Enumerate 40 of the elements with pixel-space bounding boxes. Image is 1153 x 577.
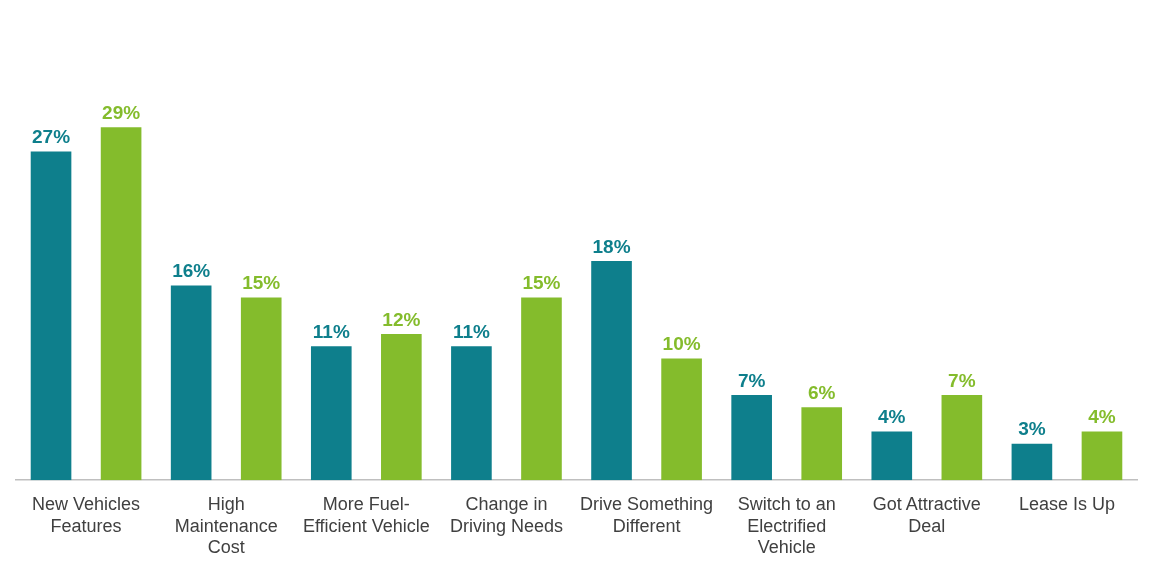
bar [170,285,212,481]
data-label: 16% [172,260,211,282]
data-label: 4% [1088,406,1116,428]
data-label: 3% [1018,418,1046,440]
data-label: 15% [522,272,561,294]
data-label: 4% [878,406,906,428]
bar [661,358,702,481]
data-label: 6% [807,381,836,403]
bar [100,127,142,481]
bar [30,151,72,481]
x-tick-label: Lease Is Up [1018,493,1115,514]
bar [310,346,352,481]
bar [451,346,492,481]
bar [521,297,562,481]
x-tick-label: New Vehicles Features [32,493,141,536]
x-tick-label: High Maintenance Cost [174,493,278,558]
data-label: 18% [592,235,631,257]
x-tick-label: Switch to an Electrified Vehicle [737,493,836,558]
bar [801,407,843,481]
data-label: 27% [32,126,71,148]
bar [1011,443,1053,481]
data-label: 11% [452,321,490,343]
data-label: 15% [242,272,281,294]
bar [941,394,983,481]
bar [871,431,913,481]
bar [381,334,422,481]
x-tick-label: More Fuel-Efficient Vehicle [302,493,430,536]
bar [240,297,282,481]
bar [591,261,632,481]
data-label: 11% [312,321,350,343]
bar [731,394,772,481]
bar [1081,431,1123,481]
data-label: 29% [102,101,141,123]
data-label: 10% [662,333,701,355]
data-label: 12% [382,308,421,330]
data-label: 7% [948,369,976,391]
x-tick-label: Change in Driving Needs [449,493,563,536]
x-tick-label: Drive Something Different [580,493,714,536]
data-label: 7% [737,369,766,391]
x-tick-label: Got Attractive Deal [872,493,981,536]
